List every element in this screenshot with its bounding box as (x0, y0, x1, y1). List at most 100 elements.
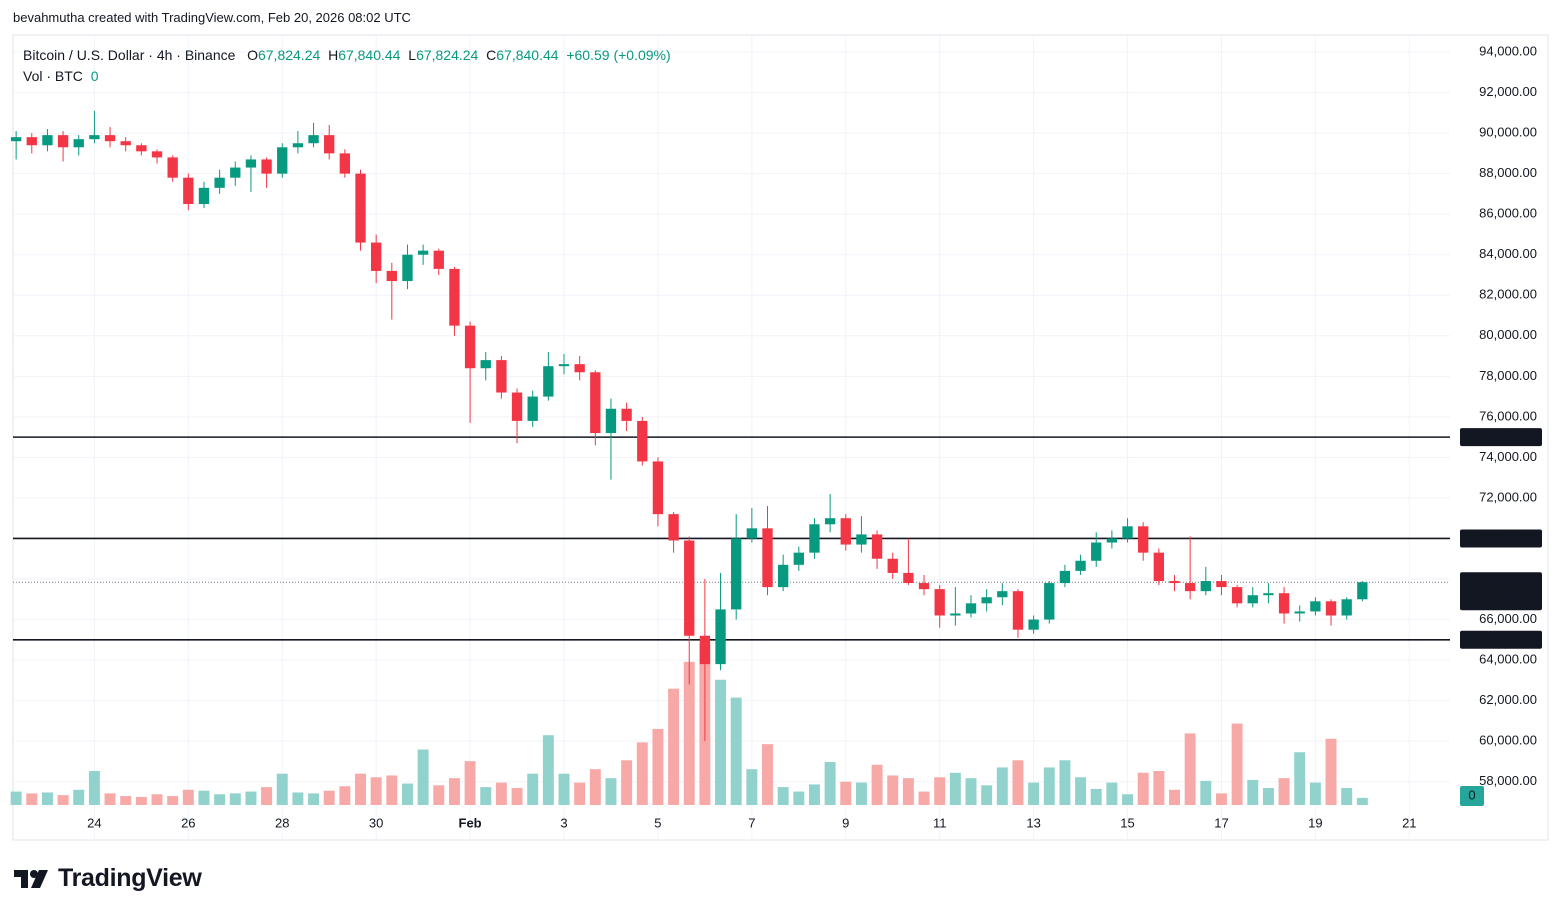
candle-body (1106, 538, 1118, 543)
candle-body (637, 420, 648, 462)
candle-body (417, 250, 429, 255)
x-tick-label: Feb (459, 815, 482, 830)
candle-body (183, 177, 194, 205)
volume-bar (88, 771, 100, 805)
volume-bar (1325, 738, 1337, 805)
level-label: 65,000.00 (1479, 631, 1537, 646)
candle-body (464, 325, 476, 369)
volume-bar (73, 789, 85, 805)
volume-bar (574, 782, 586, 805)
candle-body (699, 635, 711, 665)
candle-body (543, 366, 554, 397)
legend-row: Bitcoin / U.S. Dollar · 4h · Binance O67… (23, 45, 671, 66)
candle-body (668, 514, 679, 541)
change: +60.59 (+0.09%) (566, 47, 671, 63)
volume-bar (104, 793, 116, 805)
candle-body (1138, 526, 1149, 553)
volume-bar (292, 792, 304, 805)
candle-body (731, 538, 742, 610)
candle-body (10, 137, 22, 142)
candle-body (652, 461, 664, 515)
volume-bar (41, 792, 53, 805)
y-tick-label: 74,000.00 (1479, 449, 1537, 464)
brand: TradingView (58, 864, 202, 892)
volume-bar (636, 742, 648, 805)
x-tick-label: 9 (842, 815, 849, 830)
y-tick-label: 86,000.00 (1479, 206, 1537, 221)
y-tick-label: 60,000.00 (1479, 733, 1537, 748)
volume-bar (167, 796, 179, 805)
volume-bar (1294, 752, 1306, 805)
volume-bar (902, 778, 914, 805)
candle-body (762, 528, 773, 588)
candle-body (621, 408, 632, 421)
y-tick-label: 78,000.00 (1479, 368, 1537, 383)
candle-body (1091, 542, 1102, 561)
volume-bar (229, 793, 241, 805)
candle-body (1153, 552, 1165, 582)
volume-bar (417, 749, 429, 805)
volume-bar (715, 679, 727, 805)
candle-body (245, 159, 257, 168)
volume-bar (934, 777, 946, 805)
x-tick-label: 21 (1402, 815, 1416, 830)
volume-bar (808, 784, 820, 805)
volume-bar (1012, 760, 1024, 805)
candle-body (355, 173, 366, 243)
candle-body (965, 603, 977, 614)
candle-body (339, 153, 351, 174)
level-label-box (1460, 529, 1542, 548)
volume-bar (511, 788, 523, 805)
x-tick-label: 30 (369, 815, 383, 830)
candle-body (449, 268, 460, 326)
candle-body (715, 609, 726, 665)
candle-body (73, 139, 84, 148)
volume-bar (433, 785, 445, 805)
candle-body (1075, 560, 1086, 571)
countdown: 03:57:13 (1478, 592, 1529, 607)
candle-body (496, 360, 507, 393)
credit: bevahmutha created with TradingView.com,… (13, 10, 411, 25)
candle-body (1216, 581, 1227, 588)
volume-bar (793, 791, 805, 805)
candle-body (574, 364, 585, 373)
candle-body (1231, 587, 1243, 604)
x-tick-label: 13 (1026, 815, 1040, 830)
y-tick-label: 84,000.00 (1479, 246, 1537, 261)
volume-bar (182, 789, 194, 805)
candle-body (214, 177, 225, 188)
volume-bar (1106, 782, 1118, 805)
volume-bar (621, 760, 633, 805)
volume-bar (996, 767, 1008, 805)
volume-bar (1356, 797, 1368, 805)
logo: TradingView (14, 864, 202, 893)
candle-body (887, 558, 898, 573)
candle-body (386, 270, 397, 282)
candle-body (1044, 583, 1055, 620)
candle-body (42, 135, 53, 146)
o-label: O (247, 47, 258, 63)
x-tick-label: 19 (1308, 815, 1322, 830)
volume-badge (1460, 786, 1484, 806)
volume-bar (370, 777, 382, 805)
candle-body (605, 408, 617, 434)
h-value: 67,840.44 (338, 47, 401, 63)
y-tick-label: 58,000.00 (1479, 773, 1537, 788)
y-tick-label: 90,000.00 (1479, 125, 1537, 140)
volume-badge-label: 0 (1468, 787, 1475, 802)
level-label: 75,000.00 (1479, 429, 1537, 444)
candle-body (840, 518, 851, 545)
candle-body (198, 187, 210, 205)
candle-body (277, 147, 288, 174)
volume-bar (214, 794, 226, 805)
x-tick-label: 17 (1214, 815, 1228, 830)
candle-body (1310, 601, 1321, 612)
y-tick-label: 64,000.00 (1479, 652, 1537, 667)
c-value: 67,840.44 (496, 47, 559, 63)
volume-bar (355, 773, 366, 805)
candle-body (809, 524, 820, 553)
volume-bar (1137, 772, 1149, 805)
x-tick-label: 24 (87, 815, 101, 830)
candle-body (324, 135, 335, 154)
y-tick-label: 94,000.00 (1479, 43, 1537, 58)
